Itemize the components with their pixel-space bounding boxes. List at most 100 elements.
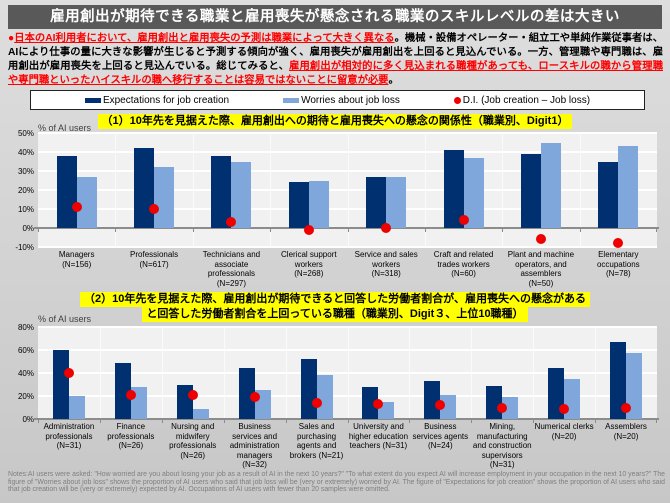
y-tick-label: 20% bbox=[17, 391, 34, 401]
di-dot bbox=[535, 234, 546, 245]
bar-job-creation bbox=[443, 150, 464, 228]
di-dot bbox=[63, 368, 74, 378]
bar-job-creation bbox=[211, 155, 232, 228]
column-separator bbox=[223, 327, 225, 419]
gridline bbox=[38, 208, 657, 210]
lead-segment-red: 日本のAI利用者において、雇用創出と雇用喪失の予測は職業によって大きく異なる bbox=[14, 33, 395, 44]
legend: Expectations for job creation Worries ab… bbox=[30, 90, 645, 110]
column-separator bbox=[347, 327, 349, 419]
bar-job-creation bbox=[548, 368, 565, 419]
gridline bbox=[38, 326, 657, 328]
bar-job-loss bbox=[463, 157, 484, 228]
plot-area: 50% 40% 30% 20% 10% 0% -10% Managers (N=156) Pro… bbox=[15, 129, 659, 288]
axis-tick bbox=[533, 419, 535, 423]
lead-text: 日本のAI利用者において、雇用創出と雇用喪失の予測は職業によって大きく異なる。機… bbox=[8, 33, 663, 86]
y-tick-label: 20% bbox=[17, 185, 34, 195]
bar-job-loss bbox=[564, 378, 581, 419]
axis-tick bbox=[38, 228, 39, 232]
category-label: University and higher education teachers… bbox=[348, 422, 409, 450]
gridline bbox=[38, 246, 657, 248]
gridline bbox=[38, 189, 657, 191]
di-dot bbox=[187, 389, 198, 400]
category-label: Plant and machine operators, and assembl… bbox=[507, 250, 575, 288]
column-separator bbox=[285, 327, 287, 419]
column-separator bbox=[270, 133, 272, 247]
bar-job-creation bbox=[238, 368, 255, 419]
bar-job-creation bbox=[134, 148, 155, 228]
bar-job-loss bbox=[130, 386, 147, 419]
y-tick-label: 0% bbox=[22, 414, 34, 424]
bar-job-creation bbox=[114, 362, 131, 419]
lead-segment-black: 。機械・設備オペレーター・組立工や単純作業従事者は、AIにより仕事の量に大きな影… bbox=[8, 33, 663, 72]
plot-area: 80% 60% 40% 20% 0% Administration professiona… bbox=[18, 323, 659, 469]
footnotes: Notes:AI users were asked: "How worried … bbox=[8, 471, 665, 494]
category-label: Service and sales workers (N=318) bbox=[354, 250, 418, 278]
y-tick-label: 10% bbox=[17, 204, 34, 214]
category-label: Administration professionals (N=31) bbox=[43, 422, 95, 450]
axis-tick bbox=[38, 419, 39, 423]
legend-item-di: D.I. (Job creation – Job loss) bbox=[453, 95, 590, 106]
bar-job-creation bbox=[598, 161, 619, 228]
di-dot bbox=[373, 399, 384, 410]
axis-tick bbox=[424, 228, 426, 232]
axis-tick bbox=[656, 419, 657, 423]
column-separator bbox=[579, 133, 581, 247]
axis-tick bbox=[192, 228, 194, 232]
di-dot bbox=[249, 392, 260, 403]
y-tick-label: 80% bbox=[17, 322, 34, 332]
axis-tick bbox=[270, 228, 272, 232]
di-dot bbox=[381, 223, 392, 233]
di-dot bbox=[303, 224, 314, 235]
bar-job-creation bbox=[520, 153, 541, 228]
y-axis-label: % of AI users bbox=[38, 314, 92, 324]
lead-bullet: ● bbox=[8, 33, 15, 44]
bar-job-creation bbox=[300, 359, 317, 419]
category-label: Technicians and associate professionals … bbox=[202, 250, 261, 288]
category-label: Clerical support workers (N=268) bbox=[281, 250, 337, 278]
axis-tick bbox=[579, 228, 581, 232]
axis-tick bbox=[115, 228, 117, 232]
bar-dark-swatch-icon bbox=[84, 97, 101, 103]
legend-item-job-loss: Worries about job loss bbox=[283, 95, 400, 106]
di-dot bbox=[435, 400, 446, 411]
gridline bbox=[38, 170, 657, 172]
column-separator bbox=[533, 327, 535, 419]
di-dot bbox=[226, 217, 237, 228]
chart-title-line: と回答した労働者割合を上回っている職種（職業別、Digit３、上位10職種） bbox=[142, 307, 528, 322]
di-dot bbox=[125, 389, 136, 400]
category-label: Sales and purchasing agents and brokers … bbox=[289, 422, 344, 460]
bar-job-creation bbox=[176, 384, 193, 419]
bar-job-loss bbox=[192, 408, 209, 419]
y-tick-label: 40% bbox=[17, 147, 34, 157]
lead-paragraph: ●日本のAI利用者において、雇用創出と雇用喪失の予測は職業によって大きく異なる。… bbox=[8, 32, 663, 88]
y-tick-label: 30% bbox=[17, 166, 34, 176]
column-separator bbox=[347, 133, 349, 247]
axis-tick bbox=[347, 419, 349, 423]
di-dot bbox=[559, 403, 570, 414]
category-label: Craft and related trades workers (N=60) bbox=[433, 250, 494, 278]
column-separator bbox=[99, 327, 101, 419]
axis-tick bbox=[656, 228, 657, 232]
column-separator bbox=[115, 133, 117, 247]
y-tick-label: 60% bbox=[17, 345, 34, 355]
page-title: 雇用創出が期待できる職業と雇用喪失が懸念される職業のスキルレベルの差は大きい bbox=[8, 5, 662, 29]
di-dot bbox=[621, 402, 632, 413]
y-tick-label: 40% bbox=[17, 368, 34, 378]
lead-segment-black: 。 bbox=[388, 75, 399, 86]
axis-tick bbox=[409, 419, 411, 423]
bar-job-loss bbox=[231, 161, 252, 228]
bar-job-loss bbox=[316, 375, 333, 419]
axis-tick bbox=[471, 419, 473, 423]
y-axis-label: % of AI users bbox=[38, 123, 92, 133]
bar-job-creation bbox=[56, 155, 77, 228]
y-tick-label: 50% bbox=[17, 128, 34, 138]
category-label: Assemblers (N=20) bbox=[605, 422, 647, 441]
bar-job-loss bbox=[68, 396, 85, 419]
category-label: Nursing and midwifery professionals (N=2… bbox=[169, 422, 217, 460]
column-separator bbox=[409, 327, 411, 419]
bar-job-loss bbox=[626, 353, 643, 419]
category-label: Numerical clerks (N=20) bbox=[534, 422, 594, 441]
y-tick-label: -10% bbox=[15, 242, 34, 252]
bar-job-loss bbox=[440, 394, 457, 419]
category-label: Finance professionals (N=26) bbox=[107, 422, 155, 450]
